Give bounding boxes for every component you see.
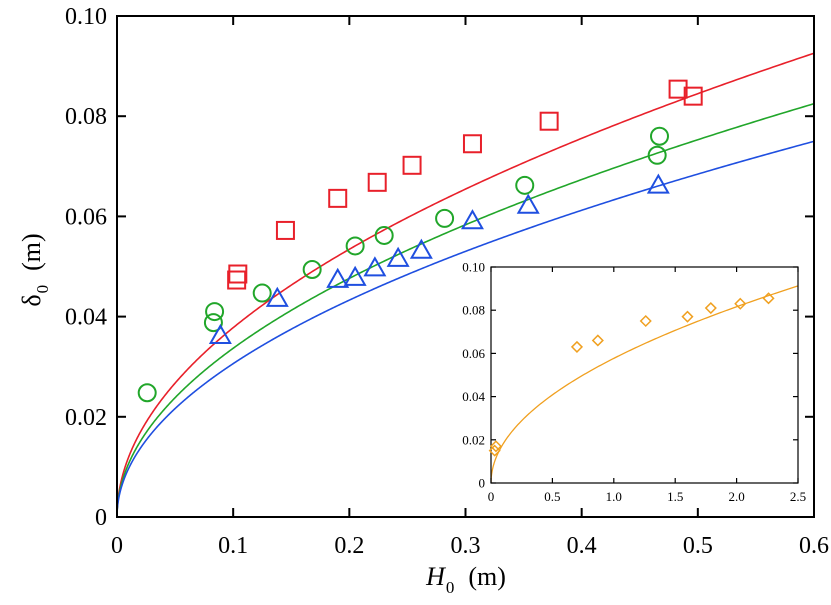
y-axis-label: δ0 (m): [17, 233, 52, 306]
main-squares-point: [328, 188, 348, 208]
inset-diamonds-point: [704, 301, 717, 315]
main-squares-point: [275, 220, 295, 240]
inset-x-tick-label: 2.5: [790, 489, 806, 504]
inset-y-tick-label: 0.04: [462, 389, 485, 404]
inset-x-tick-label: 0.5: [544, 489, 560, 504]
inset-y-tick-label: 0.10: [462, 260, 485, 275]
main-circles-point: [203, 313, 223, 333]
inset-x-tick-label: 0: [488, 489, 495, 504]
inset-x-tick-label: 1.0: [606, 489, 622, 504]
main-triangles-point: [326, 267, 350, 288]
main-triangles-point: [343, 265, 367, 286]
main-plot: 0 0.1 0.2 0.3 0.4 0.5 0.6 0 0.02 0.04 0.06 0.08 0.10: [65, 4, 829, 559]
main-squares-point: [228, 264, 248, 284]
main-y-tick-label: 0.06: [65, 204, 107, 230]
inset-x-tick-label: 2.0: [728, 489, 744, 504]
inset-background: [491, 267, 798, 483]
y-axis-subscript: 0: [33, 285, 52, 294]
main-circles-point: [205, 302, 225, 322]
main-triangles-point: [409, 238, 433, 259]
main-x-tick-label: 0.4: [567, 533, 597, 559]
main-circles-point: [345, 236, 365, 256]
main-x-tick-label: 0.3: [451, 533, 481, 559]
main-squares-point: [462, 134, 482, 154]
main-y-tick-label: 0.04: [65, 305, 107, 331]
main-squares-fit-line: [117, 52, 814, 517]
inset-diamonds-point: [591, 334, 604, 347]
main-squares-point: [402, 155, 422, 175]
main-squares-point: [367, 172, 387, 192]
x-axis-subscript: 0: [446, 578, 455, 597]
main-y-tick-label: 0.08: [65, 104, 107, 130]
inset-diamonds-point: [681, 310, 694, 323]
main-x-tick-label: 0.1: [218, 533, 248, 559]
inset-diamonds-point: [734, 297, 747, 310]
inset-diamonds-point: [570, 340, 584, 353]
main-y-tick-label: 0.02: [65, 405, 107, 431]
main-triangles-point: [646, 173, 670, 194]
main-squares-point: [539, 111, 559, 131]
main-circles-point: [515, 175, 535, 195]
y-axis-unit: (m): [17, 233, 46, 271]
main-circles-point: [649, 126, 669, 146]
main-circles-point: [137, 383, 157, 403]
main-triangles-fit-line: [117, 140, 814, 517]
inset-diamonds-point: [489, 440, 502, 453]
main-y-tick-label: 0: [95, 505, 107, 531]
main-y-tick-label: 0.10: [65, 4, 107, 30]
main-triangles-point: [516, 193, 540, 214]
main-squares-point: [668, 79, 688, 99]
main-circles-point: [435, 208, 455, 228]
inset-y-tick-label: 0: [479, 476, 486, 491]
main-squares-point: [227, 270, 247, 290]
main-triangles-point: [386, 246, 410, 267]
main-x-tick-label: 0.5: [683, 533, 713, 559]
inset-y-tick-label: 0.08: [462, 303, 485, 318]
main-x-tick-label: 0.6: [799, 533, 829, 559]
x-axis-unit: (m): [468, 562, 506, 591]
inset-plot: 0 0.5 1.0 1.5 2.0 2.5 0 0.02 0.04 0.06 0.08 0.10: [462, 260, 806, 505]
inset-diamonds-point: [762, 292, 775, 305]
inset-axes-frame: [490, 266, 799, 484]
main-circles-point: [647, 145, 667, 165]
main-triangles-point: [363, 256, 387, 277]
main-squares-point: [683, 86, 703, 106]
main-circles-fit-line: [117, 102, 814, 517]
x-axis-symbol: H: [425, 562, 446, 591]
main-triangles-point: [460, 209, 484, 230]
main-x-tick-label: 0: [111, 533, 123, 559]
main-circles-point: [374, 225, 394, 245]
inset-y-tick-label: 0.06: [462, 346, 485, 361]
main-x-tick-label: 0.2: [334, 533, 364, 559]
main-triangles-point: [265, 286, 289, 307]
inset-x-tick-label: 1.5: [667, 489, 683, 504]
inset-y-tick-label: 0.02: [462, 432, 485, 447]
x-axis-label: H0 (m): [425, 562, 506, 597]
main-circles-point: [302, 260, 322, 280]
main-triangles-point: [208, 323, 232, 344]
y-axis-symbol: δ: [17, 294, 46, 306]
inset-diamonds-point: [639, 314, 652, 328]
main-circles-point: [252, 283, 272, 303]
